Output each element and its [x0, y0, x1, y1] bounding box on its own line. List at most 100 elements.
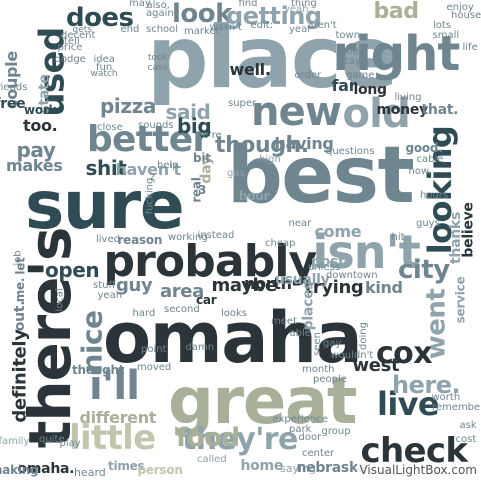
- cloud-word: free: [0, 96, 26, 112]
- cloud-word: that.: [421, 102, 459, 118]
- cloud-word: unless: [308, 262, 341, 273]
- cloud-word: edit:: [250, 20, 274, 31]
- cloud-word: year: [289, 24, 312, 35]
- cloud-word: guy: [116, 275, 153, 296]
- cloud-word: living: [394, 92, 422, 103]
- cloud-word: times: [108, 459, 145, 473]
- cloud-word: omaha: [103, 297, 363, 379]
- cloud-word: market: [184, 26, 220, 37]
- cloud-word: doing: [357, 322, 369, 350]
- cloud-word: price: [57, 42, 83, 53]
- cloud-word: north: [244, 274, 292, 293]
- cloud-word: west: [352, 355, 400, 376]
- cloud-word: family: [0, 436, 30, 447]
- cloud-word: hit: [391, 232, 405, 243]
- cloud-word: order: [294, 70, 322, 81]
- cloud-word: play: [59, 438, 81, 449]
- cloud-word: yeah: [97, 290, 123, 301]
- cloud-word: makes: [6, 156, 63, 175]
- cloud-word: working: [168, 232, 208, 243]
- cloud-word: able: [289, 328, 311, 339]
- cloud-word: decent: [61, 30, 96, 41]
- cloud-word: bit: [193, 151, 211, 165]
- cloud-word: instead: [197, 230, 235, 241]
- cloud-word: fucking: [143, 177, 155, 215]
- cloud-word: new: [251, 89, 342, 135]
- cloud-word: pizza: [100, 94, 156, 118]
- cloud-word: may: [129, 0, 151, 9]
- cloud-word: gas: [227, 168, 245, 179]
- cloud-word: far: [331, 76, 357, 95]
- cloud-word: people: [313, 374, 347, 385]
- cloud-word: worth: [431, 392, 461, 403]
- cloud-word: haven't: [115, 160, 181, 179]
- cloud-word: definitely: [9, 329, 31, 423]
- cloud-word: cox: [376, 336, 433, 371]
- cloud-word: seen: [311, 332, 323, 356]
- cloud-word: idea: [93, 54, 115, 65]
- cloud-word: ask: [459, 420, 477, 431]
- cloud-word: come: [314, 222, 362, 241]
- cloud-word: looks: [221, 308, 248, 319]
- cloud-word: making: [0, 463, 39, 477]
- cloud-word: they're: [182, 422, 298, 457]
- cloud-word: money: [376, 102, 429, 118]
- cloud-word: fun: [96, 62, 113, 73]
- cloud-word: house: [451, 10, 481, 21]
- cloud-word: shit: [85, 156, 127, 180]
- cloud-word: having: [274, 134, 334, 153]
- cloud-word: sounds: [138, 120, 174, 131]
- cloud-word: bad: [373, 0, 419, 24]
- cloud-word: saying: [280, 461, 316, 475]
- cloud-word: well.: [229, 60, 271, 79]
- cloud-word: usually: [275, 272, 330, 288]
- cloud-word: near: [288, 218, 312, 229]
- cloud-word: little: [69, 418, 156, 458]
- cloud-word: thought: [72, 363, 125, 377]
- cloud-word: kind: [365, 278, 403, 297]
- cloud-word: also,: [146, 0, 170, 11]
- cloud-word: food: [176, 423, 240, 453]
- cloud-word: city: [398, 255, 450, 285]
- cloud-word: sure: [25, 167, 185, 244]
- cloud-word: case: [147, 62, 169, 73]
- cloud-word: hours: [420, 190, 449, 201]
- cloud-word: live: [377, 385, 440, 423]
- cloud-word: downtown: [326, 270, 378, 281]
- cloud-word: job: [12, 250, 24, 266]
- cloud-word: nebraska: [296, 460, 368, 476]
- watermark-text: VisualLightBox.com: [357, 463, 479, 477]
- cloud-word: good.: [405, 141, 443, 155]
- cloud-word: quite: [39, 434, 65, 445]
- cloud-word: cable: [416, 154, 444, 165]
- cloud-word: trying: [304, 277, 364, 298]
- cloud-word: different: [79, 408, 157, 427]
- cloud-word: game: [346, 70, 375, 81]
- cloud-word: post: [311, 254, 345, 270]
- cloud-word: i'll: [89, 363, 140, 409]
- cloud-word: hard: [132, 308, 156, 319]
- cloud-word: here.: [392, 371, 461, 399]
- cloud-word: isn't: [312, 225, 421, 279]
- cloud-word: point: [141, 344, 167, 355]
- cloud-word: old: [342, 91, 411, 137]
- cloud-word: right: [332, 26, 461, 82]
- cloud-word: places: [299, 281, 316, 331]
- cloud-word: omaha.: [17, 461, 75, 477]
- cloud-word: place: [147, 8, 398, 108]
- cloud-word: find: [238, 0, 258, 9]
- cloud-word: remember: [432, 402, 481, 413]
- cloud-word: close: [97, 122, 123, 133]
- cloud-word: life: [462, 42, 478, 53]
- cloud-word: meet: [271, 316, 297, 327]
- cloud-word: look: [172, 0, 232, 29]
- cloud-word: out.: [12, 300, 29, 332]
- cloud-word: enjoy: [446, 2, 474, 13]
- cloud-word: open: [45, 258, 100, 282]
- cloud-word: dodge: [54, 54, 86, 65]
- cloud-word: center: [302, 448, 335, 459]
- cloud-word: moved: [137, 362, 172, 373]
- cloud-word: cost: [455, 434, 477, 445]
- cloud-word: lots: [433, 20, 452, 31]
- cloud-word: again: [146, 8, 174, 19]
